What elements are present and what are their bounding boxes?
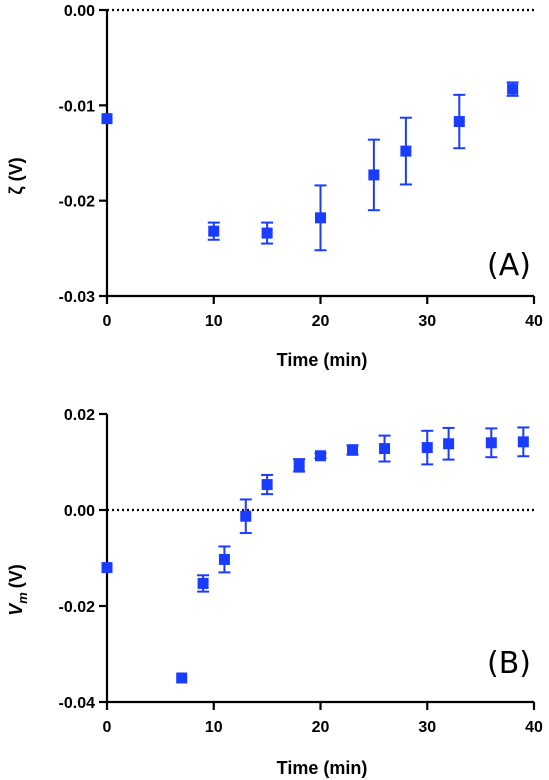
panel-b-data-point — [421, 442, 433, 454]
panel-a-data-point — [261, 227, 273, 239]
panel-a-y-tick-label: -0.02 — [59, 194, 96, 211]
panel-a-y-tick-label: -0.03 — [59, 289, 96, 306]
panel-a-data-point — [507, 83, 519, 95]
panel-a-data-point — [453, 116, 465, 128]
panel-b-x-tick-label: 20 — [312, 719, 330, 736]
panel-b-y-axis-symbol: V — [6, 602, 26, 616]
panel-b-data-point — [240, 510, 252, 522]
panel-a-data-point — [208, 225, 220, 237]
panel-b-y-tick-label: 0.02 — [64, 407, 95, 424]
panel-a-x-tick-label: 0 — [103, 313, 112, 330]
panel-a-data-point — [101, 113, 113, 125]
panel-b-data-point — [485, 437, 497, 449]
panel-a-x-tick-label: 20 — [312, 313, 330, 330]
panel-a-x-tick-label: 30 — [418, 313, 436, 330]
panel-a-data-point — [368, 169, 380, 181]
panel-b-data-point — [443, 438, 455, 450]
panel-b-axes: -0.04 -0.02 0.00 0.02 0 10 20 30 40 — [59, 407, 543, 736]
panel-b-data-point — [293, 459, 305, 471]
panel-b-y-tick-label: -0.02 — [59, 599, 96, 616]
panel-a-data-point — [400, 145, 412, 157]
panel-b-data-point — [197, 577, 209, 589]
panel-b-x-tick-label: 30 — [418, 719, 436, 736]
panel-b-data-point — [517, 436, 529, 448]
panel-a-y-tick-label: 0.00 — [64, 3, 95, 20]
panel-a-marks — [101, 81, 519, 252]
panel-b-data-point — [379, 443, 391, 455]
panel-b-data-point — [261, 479, 273, 491]
panel-b-label: (B) — [487, 646, 531, 681]
panel-b-x-tick-label: 40 — [525, 719, 543, 736]
panel-b: -0.04 -0.02 0.00 0.02 0 10 20 30 40 Time (min) V… — [6, 407, 543, 778]
panel-a-x-tick-label: 10 — [205, 313, 223, 330]
panel-a-x-tick-label: 40 — [525, 313, 543, 330]
panel-a-y-tick-label: -0.01 — [59, 98, 96, 115]
panel-b-x-tick-label: 10 — [205, 719, 223, 736]
panel-a-y-axis-title: ζ (V) — [6, 157, 27, 194]
panel-b-y-axis-unit: (V) — [6, 564, 26, 588]
panel-b-y-axis-title: Vm (V) — [6, 564, 30, 616]
panel-b-data-point — [315, 450, 326, 462]
panel-a-data-point — [315, 212, 326, 224]
panel-b-marks — [101, 426, 530, 684]
panel-b-data-point — [218, 553, 230, 565]
panel-b-x-tick-label: 0 — [103, 719, 112, 736]
panel-b-y-tick-label: 0.00 — [64, 503, 95, 520]
panel-b-data-point — [101, 562, 113, 574]
panel-a: -0.03-0.02-0.010.000 10 20 30 40 Time (min) … — [6, 3, 543, 370]
panel-a-x-axis-title: Time (min) — [277, 350, 368, 370]
panel-b-data-point — [176, 672, 188, 684]
panel-a-axes: -0.03 -0.02 -0.01 0.00 0 10 20 30 40 — [59, 3, 543, 330]
panel-b-x-axis-title: Time (min) — [277, 758, 368, 778]
panel-b-data-point — [347, 444, 359, 456]
panel-b-y-axis-subscript: m — [15, 592, 30, 604]
panel-b-y-tick-label: -0.04 — [59, 695, 96, 712]
panel-a-label: (A) — [487, 248, 531, 283]
